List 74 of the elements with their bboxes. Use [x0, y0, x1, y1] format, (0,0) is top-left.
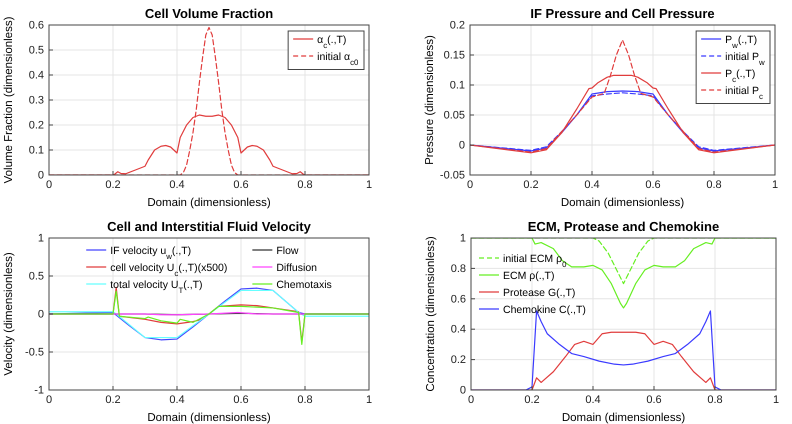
x-tick-label: 0.8 — [297, 394, 313, 406]
y-tick-label: 0 — [38, 308, 44, 321]
y-tick-label: 0.3 — [28, 94, 44, 107]
x-tick-label: 1 — [772, 394, 780, 406]
x-tick-label: 0.2 — [524, 394, 540, 406]
x-tick-label: 0.8 — [297, 178, 313, 191]
y-tick-label: 0.6 — [450, 293, 466, 306]
y-tick-label: 0.4 — [450, 324, 466, 336]
x-axis-title: Domain (dimensionless) — [562, 412, 686, 424]
y-tick-label: 1 — [38, 232, 44, 245]
y-tick-label: -0.05 — [440, 170, 465, 182]
y-tick-label: 1 — [460, 232, 466, 245]
y-tick-label: 0.1 — [28, 144, 44, 157]
y-tick-label: 0.2 — [450, 354, 466, 366]
y-tick-label: 0.15 — [444, 50, 465, 62]
x-tick-label: 1 — [366, 394, 372, 406]
y-tick-label: 0 — [458, 140, 465, 152]
x-tick-label: 0.8 — [706, 178, 722, 191]
legend-label: IF velocity u$_{w}$(.,T) — [110, 245, 192, 260]
y-tick-label: -1 — [34, 384, 44, 397]
legend-label: Chemokine C(.,T) — [503, 304, 586, 316]
x-tick-label: 1 — [366, 178, 372, 191]
y-tick-label: 0.5 — [28, 270, 44, 283]
y-tick-label: 0 — [38, 170, 44, 182]
legend-label: initial α$_{c0}$ — [317, 51, 359, 66]
y-axis-title: Volume Fraction (dimensionless) — [3, 16, 15, 184]
legend-label: ECM ρ(.,T) — [503, 270, 554, 282]
legend-label: total velocity U$_{T}$(.,T) — [110, 279, 203, 294]
x-tick-label: 1 — [772, 178, 778, 191]
x-tick-label: 0.8 — [707, 394, 723, 406]
x-tick-label: 0.2 — [523, 178, 539, 191]
y-tick-label: 0.2 — [450, 20, 465, 32]
legend-label: P$_{c}$(.,T) — [725, 68, 756, 84]
chart-title: Cell Volume Fraction — [144, 6, 274, 21]
y-tick-label: -0.5 — [25, 346, 44, 359]
x-tick-label: 0.6 — [233, 178, 249, 191]
x-tick-label: 0.6 — [646, 394, 662, 406]
x-axis-title: Domain (dimensionless) — [560, 197, 684, 209]
chart-title: IF Pressure and Cell Pressure — [530, 6, 715, 21]
y-tick-label: 0.8 — [450, 262, 466, 275]
x-tick-label: 0 — [468, 394, 474, 406]
x-tick-label: 0.6 — [645, 178, 661, 191]
chart-title: ECM, Protease and Chemokine — [528, 219, 720, 234]
y-tick-label: 0.05 — [444, 110, 465, 122]
y-axis-title: Velocity (dimensionless) — [3, 252, 15, 376]
x-tick-label: 0 — [46, 394, 52, 406]
y-tick-label: 0.5 — [28, 44, 44, 57]
chart-title: Cell and Interstitial Fluid Velocity — [107, 219, 312, 234]
x-axis-title: Domain (dimensionless) — [147, 197, 271, 209]
y-tick-label: 0.6 — [28, 20, 44, 32]
y-axis-title: Concentration (dimensionless) — [425, 236, 437, 392]
y-tick-label: 0 — [460, 384, 466, 397]
y-tick-label: 0.2 — [28, 120, 44, 132]
x-tick-label: 0.2 — [105, 394, 121, 406]
x-tick-label: 0.4 — [169, 178, 185, 191]
legend-label: Chemotaxis — [276, 279, 332, 291]
legend-label: cell velocity U$_{c}$(.,T)(x500) — [110, 262, 228, 278]
x-tick-label: 0 — [46, 178, 52, 191]
y-axis-title: Pressure (dimensionless) — [424, 34, 436, 165]
legend-label: initial P$_{c}$ — [725, 85, 763, 100]
x-tick-label: 0.4 — [584, 178, 600, 191]
legend-label: Flow — [276, 245, 299, 257]
legend-label: initial P$_{w}$ — [725, 51, 765, 66]
y-tick-label: 0.4 — [28, 70, 44, 82]
x-tick-label: 0.4 — [585, 394, 601, 406]
x-tick-label: 0.4 — [169, 394, 185, 406]
x-tick-label: 0.2 — [105, 178, 121, 191]
legend-label: P$_{w}$(.,T) — [725, 34, 758, 50]
legend-label: Diffusion — [276, 262, 318, 274]
legend-label: α$_{c}$(.,T) — [317, 34, 346, 50]
y-tick-label: 0.1 — [450, 80, 465, 92]
legend-label: Protease G(.,T) — [503, 287, 576, 299]
x-axis-title: Domain (dimensionless) — [147, 412, 271, 424]
x-tick-label: 0.6 — [233, 394, 249, 406]
